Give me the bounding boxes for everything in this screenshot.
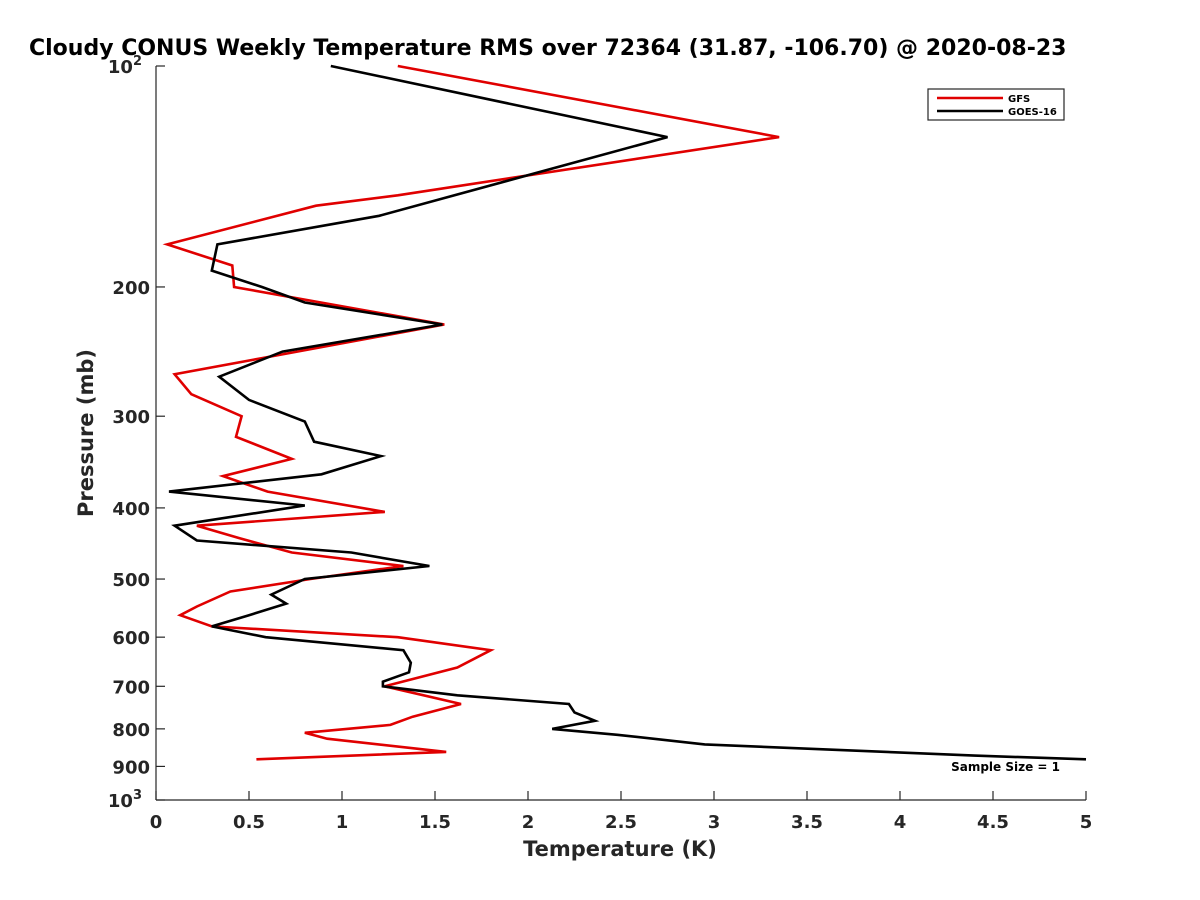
legend-label: GOES-16 <box>1008 107 1057 118</box>
y-tick-label: 103 <box>108 788 142 812</box>
y-axis-label: Pressure (mb) <box>74 349 98 517</box>
series-line-goes-16 <box>168 64 1087 761</box>
x-tick-label: 1 <box>336 812 349 833</box>
x-tick-label: 2 <box>522 812 535 833</box>
x-tick-label: 1.5 <box>419 812 451 833</box>
legend: GFS GOES-16 <box>927 88 1065 121</box>
y-tick-label: 102 <box>108 54 142 78</box>
y-tick-label: 700 <box>112 677 150 698</box>
legend-label: GFS <box>1008 94 1030 105</box>
plot-area <box>155 66 1086 801</box>
series-line-gfs <box>162 64 780 761</box>
series-layer <box>162 64 1087 761</box>
x-tick-label: 0 <box>150 812 163 833</box>
x-axis-label: Temperature (K) <box>523 837 717 861</box>
chart-title: Cloudy CONUS Weekly Temperature RMS over… <box>29 36 1066 61</box>
x-tick-label: 2.5 <box>605 812 637 833</box>
x-axis: 0 0.5 1 1.5 2 2.5 3 3.5 4 4.5 5 <box>150 791 1093 833</box>
legend-box <box>927 88 1065 121</box>
x-tick-label: 4.5 <box>977 812 1009 833</box>
y-tick-label: 300 <box>112 407 150 428</box>
x-tick-label: 3.5 <box>791 812 823 833</box>
y-tick-label: 500 <box>112 570 150 591</box>
x-tick-label: 3 <box>708 812 721 833</box>
x-tick-label: 4 <box>894 812 907 833</box>
y-axis: 102 200 300 400 500 600 700 800 900 103 <box>108 54 165 812</box>
sample-size-annotation: Sample Size = 1 <box>951 760 1060 774</box>
y-tick-label: 400 <box>112 499 150 520</box>
y-tick-label: 200 <box>112 278 150 299</box>
x-tick-label: 0.5 <box>233 812 265 833</box>
y-tick-label: 600 <box>112 628 150 649</box>
y-tick-label: 900 <box>112 757 150 778</box>
x-tick-label: 5 <box>1080 812 1093 833</box>
y-tick-label: 800 <box>112 720 150 741</box>
